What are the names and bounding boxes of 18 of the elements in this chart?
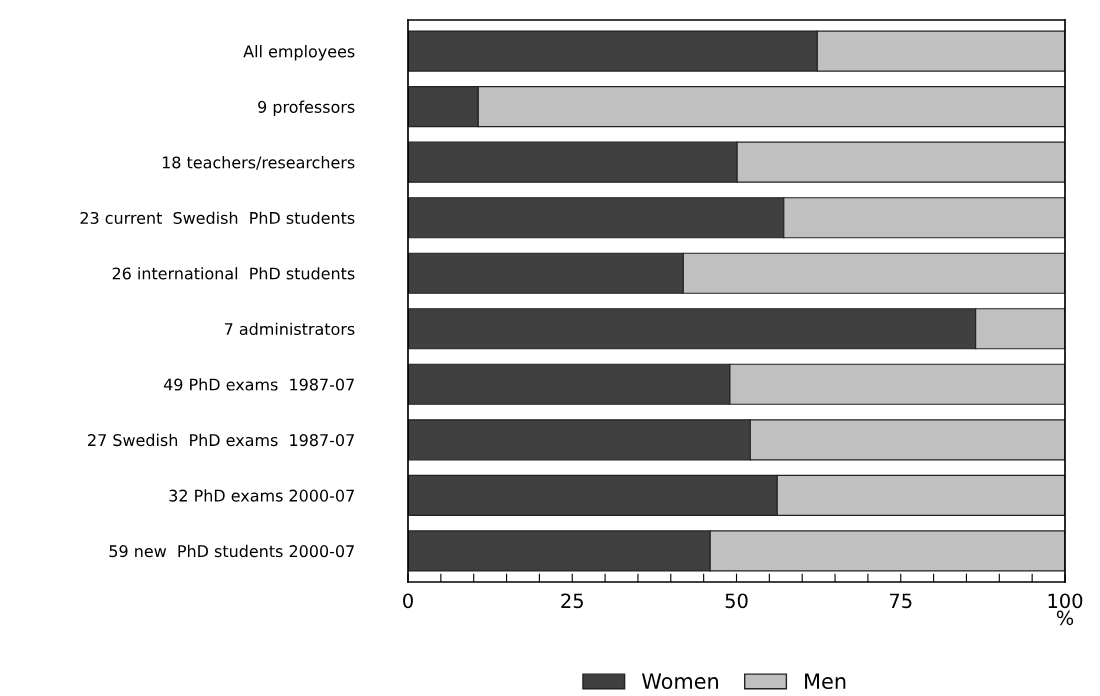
x-tick-label: 100 — [1048, 593, 1083, 609]
y-tick-label: 26 international PhD students — [112, 267, 355, 280]
x-tick-label: 50 — [725, 593, 748, 609]
y-tick-label: 23 current Swedish PhD students — [80, 211, 355, 224]
y-tick-label: 18 teachers/researchers — [162, 156, 355, 170]
y-tick-label: 59 new PhD students 2000-07 — [109, 544, 354, 558]
y-tick-label: 9 professors — [258, 100, 355, 117]
y-tick-label: 27 Swedish PhD exams 1987-07 — [88, 433, 354, 447]
legend-label: Men — [805, 673, 846, 690]
y-tick-label: 32 PhD exams 2000-07 — [169, 489, 354, 502]
x-tick-label: 0 — [403, 593, 413, 609]
y-tick-label: 49 PhD exams 1987-07 — [163, 378, 354, 391]
y-tick-label: All employees — [243, 45, 355, 61]
x-tick-label: 75 — [889, 593, 912, 609]
legend-label: Women — [641, 673, 718, 690]
x-tick-label: 25 — [561, 593, 583, 609]
x-axis-title: % — [1056, 610, 1074, 626]
y-tick-label: 7 administrators — [224, 322, 355, 336]
